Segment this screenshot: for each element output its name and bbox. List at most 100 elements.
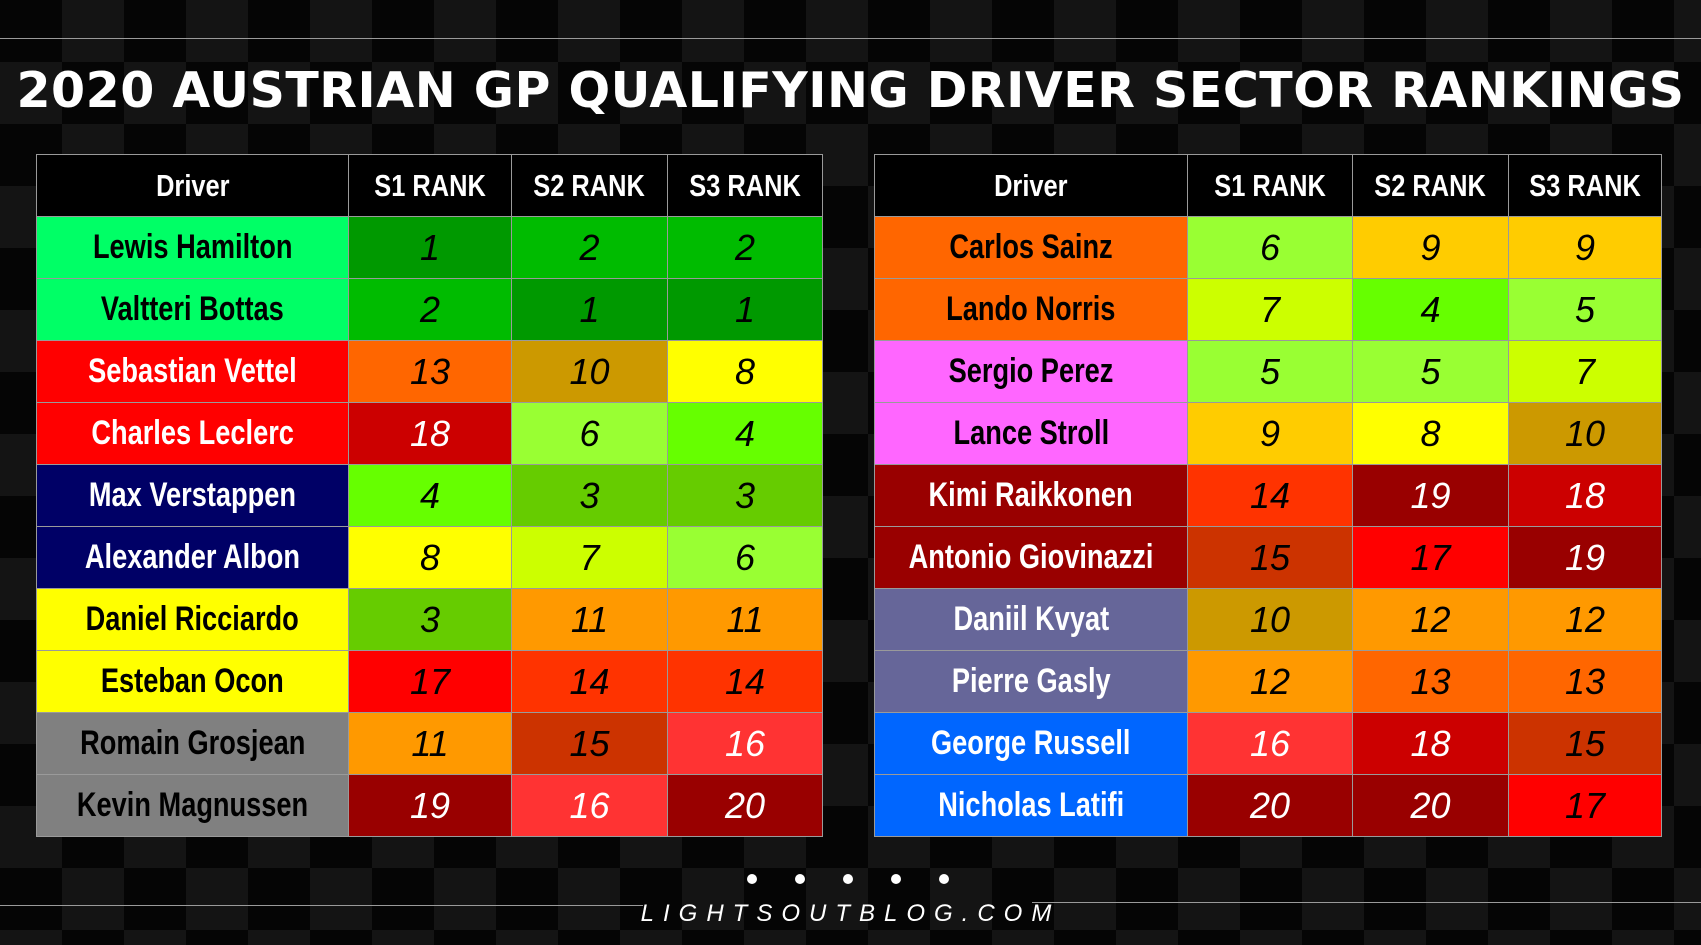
s3-rank-cell: 10	[1508, 402, 1662, 465]
s1-rank-cell: 17	[348, 650, 512, 713]
dot-icon	[843, 874, 853, 884]
s3-rank-cell: 1	[667, 278, 823, 341]
driver-cell: Pierre Gasly	[874, 650, 1188, 713]
table-row: Sebastian Vettel 13 10 8	[36, 340, 823, 403]
s3-rank-cell: 17	[1508, 774, 1662, 837]
table-row: Lewis Hamilton 1 2 2	[36, 216, 823, 279]
s3-rank-cell: 4	[667, 402, 823, 465]
table-row: Nicholas Latifi 20 20 17	[874, 774, 1662, 837]
table-body-left: Lewis Hamilton 1 2 2 Valtteri Bottas 2 1 1 Sebas…	[36, 216, 823, 837]
s2-rank-cell: 12	[1352, 588, 1509, 651]
s1-rank-cell: 18	[348, 402, 512, 465]
s3-rank-cell: 12	[1508, 588, 1662, 651]
s3-rank-cell: 8	[667, 340, 823, 403]
table-row: Kevin Magnussen 19 16 20	[36, 774, 823, 837]
table-row: Alexander Albon 8 7 6	[36, 526, 823, 589]
driver-cell: Carlos Sainz	[874, 216, 1188, 279]
s2-rank-cell: 15	[511, 712, 668, 775]
driver-cell: Max Verstappen	[36, 464, 349, 527]
table-row: Daniel Ricciardo 3 11 11	[36, 588, 823, 651]
driver-name: Lewis Hamilton	[92, 228, 293, 266]
table-row: Kimi Raikkonen 14 19 18	[874, 464, 1662, 527]
decorative-dots	[0, 874, 1701, 888]
s1-rank-cell: 7	[1187, 278, 1353, 341]
s1-rank-cell: 10	[1187, 588, 1353, 651]
s1-rank-cell: 16	[1187, 712, 1353, 775]
header-driver-label: Driver	[155, 167, 230, 203]
driver-cell: Daniel Ricciardo	[36, 588, 349, 651]
driver-cell: Lando Norris	[874, 278, 1188, 341]
s1-rank-cell: 2	[348, 278, 512, 341]
header-s2: S2 RANK	[1352, 154, 1509, 217]
s2-rank-cell: 19	[1352, 464, 1509, 527]
dot-icon	[747, 874, 757, 884]
s1-rank-cell: 9	[1187, 402, 1353, 465]
dot-icon	[939, 874, 949, 884]
s3-rank-cell: 19	[1508, 526, 1662, 589]
top-divider	[0, 38, 1701, 39]
driver-name: Lance Stroll	[953, 414, 1109, 452]
table-row: Daniil Kvyat 10 12 12	[874, 588, 1662, 651]
s2-rank-cell: 3	[511, 464, 668, 527]
driver-cell: Antonio Giovinazzi	[874, 526, 1188, 589]
header-s3-label: S3 RANK	[1529, 167, 1641, 203]
driver-cell: Charles Leclerc	[36, 402, 349, 465]
rankings-table-right: Driver S1 RANK S2 RANK S3 RANK Carlos Sa…	[874, 154, 1662, 837]
header-s1: S1 RANK	[1187, 154, 1353, 217]
driver-name: Nicholas Latifi	[938, 786, 1124, 824]
s1-rank-cell: 11	[348, 712, 512, 775]
s2-rank-cell: 20	[1352, 774, 1509, 837]
table-row: Valtteri Bottas 2 1 1	[36, 278, 823, 341]
table-row: George Russell 16 18 15	[874, 712, 1662, 775]
header-driver: Driver	[874, 154, 1188, 217]
page-title: 2020 AUSTRIAN GP QUALIFYING DRIVER SECTO…	[16, 62, 1685, 119]
table-row: Romain Grosjean 11 15 16	[36, 712, 823, 775]
table-body-right: Carlos Sainz 6 9 9 Lando Norris 7 4 5 Sergio Per…	[874, 216, 1662, 837]
s2-rank-cell: 1	[511, 278, 668, 341]
s2-rank-cell: 8	[1352, 402, 1509, 465]
driver-name: Sebastian Vettel	[88, 352, 297, 390]
table-row: Sergio Perez 5 5 7	[874, 340, 1662, 403]
driver-name: Kimi Raikkonen	[928, 476, 1134, 514]
table-row: Charles Leclerc 18 6 4	[36, 402, 823, 465]
driver-cell: Esteban Ocon	[36, 650, 349, 713]
driver-name: Antonio Giovinazzi	[908, 538, 1154, 576]
s2-rank-cell: 14	[511, 650, 668, 713]
driver-cell: Kevin Magnussen	[36, 774, 349, 837]
driver-name: George Russell	[931, 724, 1131, 762]
header-driver: Driver	[36, 154, 349, 217]
dot-icon	[891, 874, 901, 884]
header-s1-label: S1 RANK	[374, 167, 486, 203]
s1-rank-cell: 3	[348, 588, 512, 651]
rankings-table-left: Driver S1 RANK S2 RANK S3 RANK Lewis Ham…	[36, 154, 823, 837]
driver-name: Daniel Ricciardo	[85, 600, 300, 638]
driver-name: Kevin Magnussen	[76, 786, 309, 824]
s3-rank-cell: 9	[1508, 216, 1662, 279]
header-driver-label: Driver	[994, 167, 1068, 203]
driver-name: Sergio Perez	[948, 352, 1114, 390]
driver-name: Daniil Kvyat	[953, 600, 1109, 638]
header-s2-label: S2 RANK	[1374, 167, 1487, 203]
s3-rank-cell: 5	[1508, 278, 1662, 341]
table-row: Carlos Sainz 6 9 9	[874, 216, 1662, 279]
driver-cell: Nicholas Latifi	[874, 774, 1188, 837]
driver-cell: Lewis Hamilton	[36, 216, 349, 279]
driver-cell: Valtteri Bottas	[36, 278, 349, 341]
s2-rank-cell: 7	[511, 526, 668, 589]
driver-name: Valtteri Bottas	[101, 290, 284, 328]
s3-rank-cell: 3	[667, 464, 823, 527]
table-row: Esteban Ocon 17 14 14	[36, 650, 823, 713]
s3-rank-cell: 6	[667, 526, 823, 589]
s1-rank-cell: 13	[348, 340, 512, 403]
s1-rank-cell: 4	[348, 464, 512, 527]
footer-divider-left	[0, 905, 643, 906]
dot-icon	[795, 874, 805, 884]
s1-rank-cell: 20	[1187, 774, 1353, 837]
table-row: Pierre Gasly 12 13 13	[874, 650, 1662, 713]
s3-rank-cell: 15	[1508, 712, 1662, 775]
s2-rank-cell: 5	[1352, 340, 1509, 403]
table-row: Lando Norris 7 4 5	[874, 278, 1662, 341]
table-row: Max Verstappen 4 3 3	[36, 464, 823, 527]
s3-rank-cell: 18	[1508, 464, 1662, 527]
s3-rank-cell: 7	[1508, 340, 1662, 403]
